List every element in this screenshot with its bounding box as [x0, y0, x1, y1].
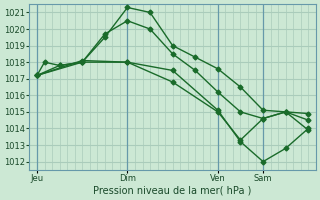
X-axis label: Pression niveau de la mer( hPa ): Pression niveau de la mer( hPa )	[93, 186, 252, 196]
